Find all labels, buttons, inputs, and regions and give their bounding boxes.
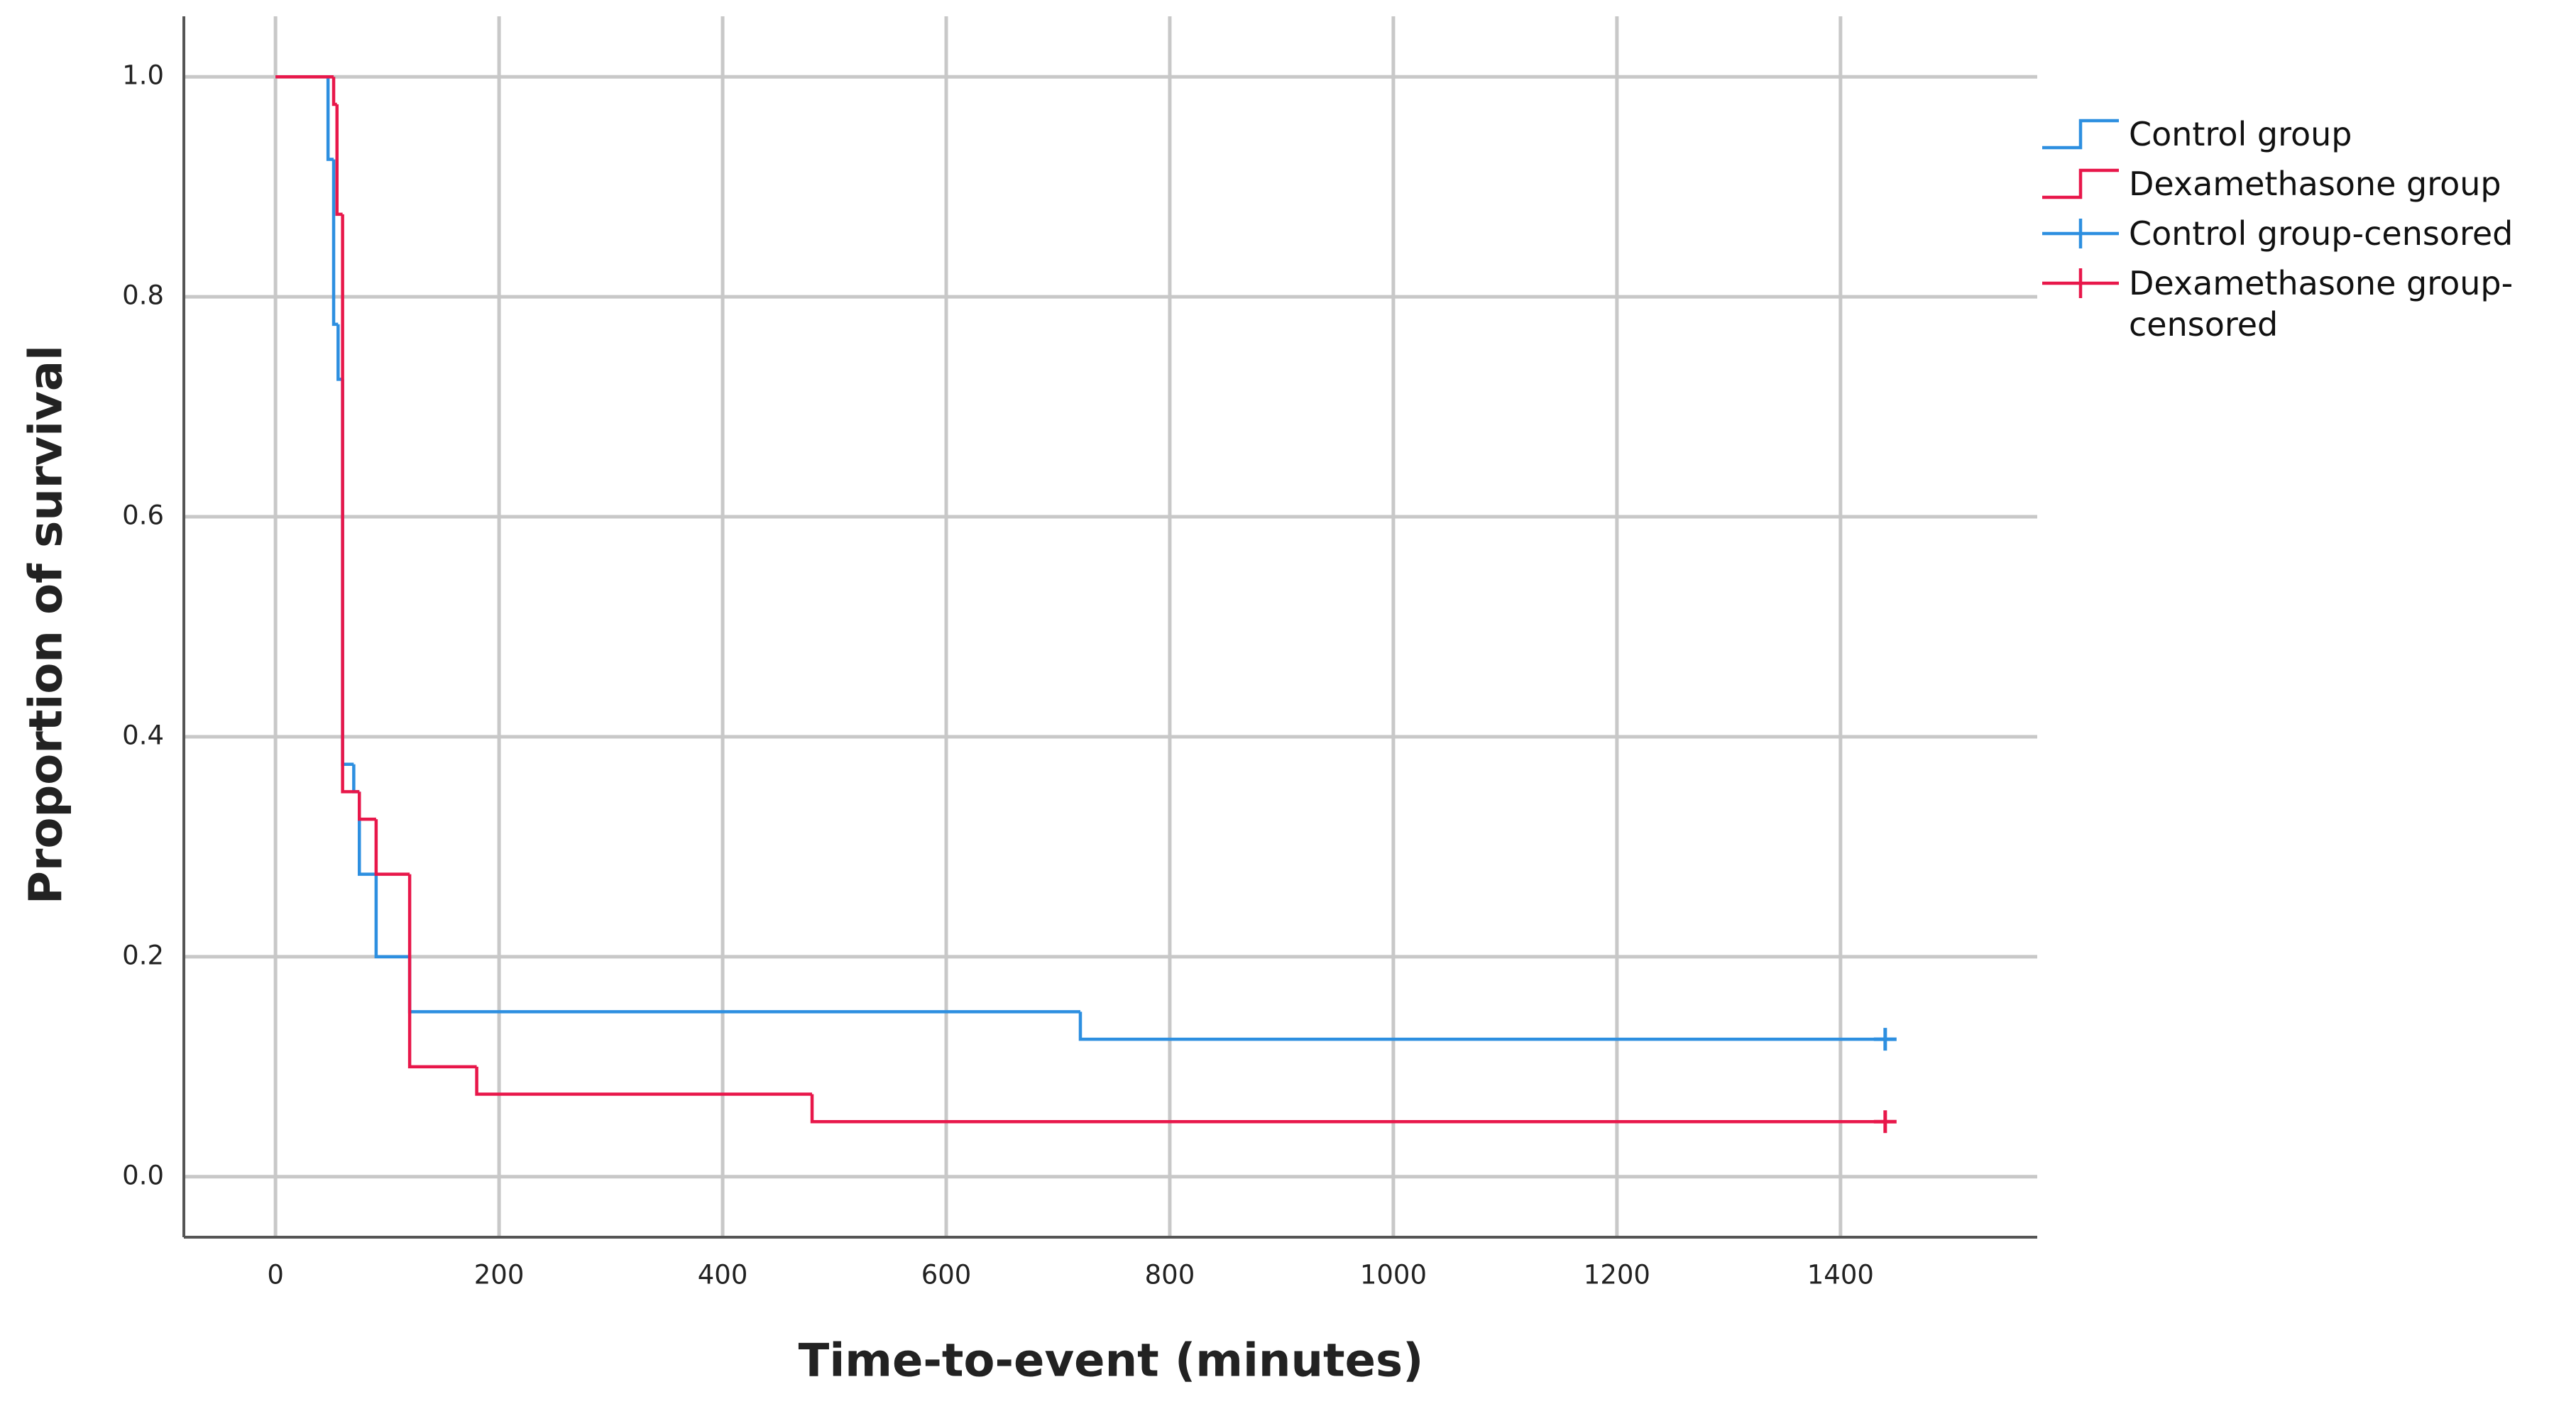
legend: Control group Dexamethasone group Control … xyxy=(2042,114,2573,353)
legend-symbol xyxy=(2042,268,2119,298)
legend-label: Dexamethasone group xyxy=(2129,165,2501,203)
y-tick-label: 0.0 xyxy=(122,1160,164,1190)
y-axis-title: Proportion of survival xyxy=(21,345,73,904)
survival-step xyxy=(352,764,360,794)
x-tick-label: 1000 xyxy=(1360,1260,1427,1290)
legend-entry: Control group xyxy=(2042,114,2573,155)
x-tick-label: 200 xyxy=(474,1260,525,1290)
x-tick-label: 0 xyxy=(267,1260,284,1290)
x-tick-label: 400 xyxy=(698,1260,748,1290)
legend-icon xyxy=(2042,168,2119,199)
legend-symbol xyxy=(2042,168,2119,199)
legend-label: Dexamethasone group-censored xyxy=(2129,264,2514,344)
legend-symbol xyxy=(2042,219,2119,248)
x-tick-label: 1400 xyxy=(1807,1260,1874,1290)
survival-step xyxy=(341,214,360,794)
x-axis-title: Time-to-event (minutes) xyxy=(799,1335,1424,1388)
legend-icon xyxy=(2042,268,2119,298)
legend-entry: Dexamethasone group-censored xyxy=(2042,263,2573,345)
survival-step xyxy=(341,379,354,766)
y-tick-label: 0.6 xyxy=(122,500,164,531)
survival-step xyxy=(407,874,477,1069)
x-tick-label: 600 xyxy=(921,1260,972,1290)
survival-step xyxy=(331,77,337,106)
legend-symbol xyxy=(2042,119,2119,150)
legend-entry: Dexamethasone group xyxy=(2042,163,2573,204)
legend-icon xyxy=(2042,119,2119,150)
censored-marker xyxy=(1873,1110,1897,1134)
survival-step xyxy=(407,956,1080,1014)
survival-step xyxy=(374,819,410,876)
survival-step xyxy=(374,874,410,959)
legend-label: Control group xyxy=(2129,115,2352,153)
legend-label: Control group-censored xyxy=(2129,214,2514,253)
y-tick-label: 0.2 xyxy=(122,940,164,970)
y-tick-label: 1.0 xyxy=(122,60,164,91)
y-tick-label: 0.4 xyxy=(122,720,164,750)
survival-step xyxy=(335,104,343,216)
survival-step xyxy=(810,1094,1885,1124)
survival-step xyxy=(357,791,376,821)
survival-step xyxy=(1078,1011,1885,1041)
y-tick-label: 0.8 xyxy=(122,280,164,311)
survival-step xyxy=(357,791,376,876)
survival-step xyxy=(475,1066,813,1096)
survival-step xyxy=(326,77,334,161)
legend-icon xyxy=(2042,219,2119,248)
x-tick-label: 800 xyxy=(1145,1260,1195,1290)
censored-marker xyxy=(1873,1028,1897,1051)
x-tick-label: 1200 xyxy=(1584,1260,1650,1290)
legend-entry: Control group-censored xyxy=(2042,213,2573,254)
